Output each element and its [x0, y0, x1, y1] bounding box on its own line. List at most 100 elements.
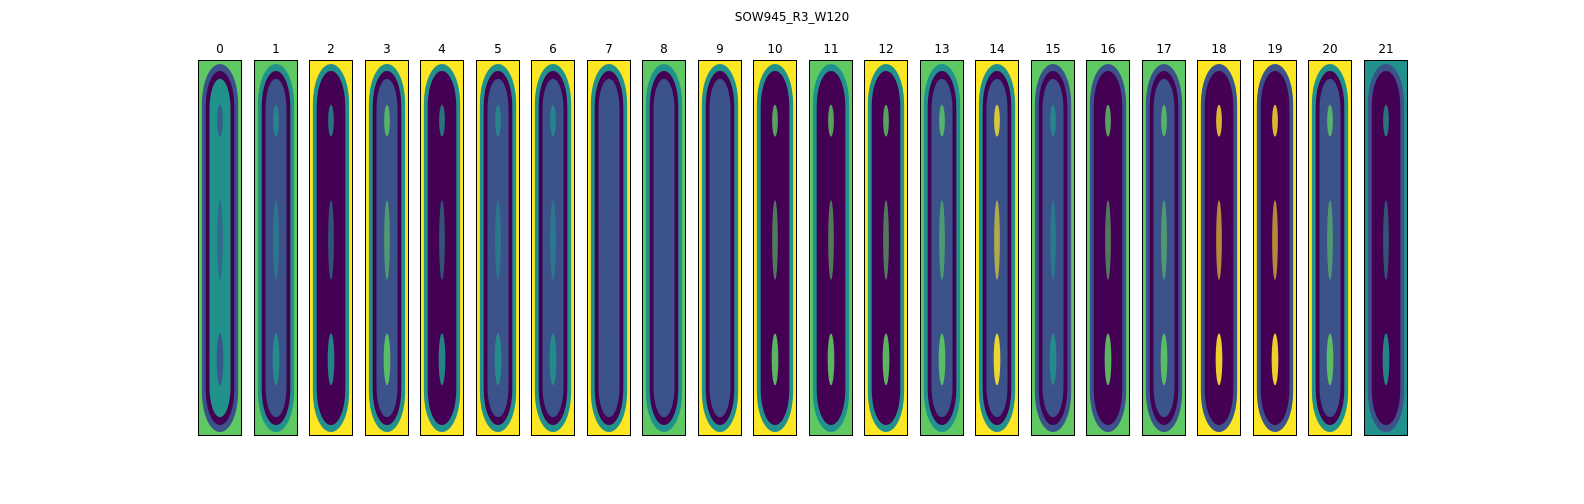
middle-streak: [772, 200, 778, 280]
lower-streak: [1160, 333, 1168, 386]
image-panel-11: 11: [809, 42, 853, 436]
lower-streak: [993, 333, 1001, 386]
image-panel-21: 21: [1364, 42, 1408, 436]
middle-streak: [273, 200, 279, 280]
panel-image: [642, 60, 686, 436]
upper-streak: [1383, 104, 1389, 137]
middle-streak: [1327, 200, 1333, 280]
upper-streak: [1161, 104, 1167, 137]
panel-image: [476, 60, 520, 436]
lower-streak: [1326, 333, 1334, 386]
cell-heatmap: [421, 61, 463, 435]
image-panel-3: 3: [365, 42, 409, 436]
panel-label: 16: [1100, 42, 1116, 56]
middle-streak: [1161, 200, 1167, 280]
panel-image: [1086, 60, 1130, 436]
middle-streak: [606, 200, 612, 280]
middle-streak: [495, 200, 501, 280]
cell-heatmap: [699, 61, 741, 435]
upper-streak: [1272, 104, 1278, 137]
middle-streak: [883, 200, 889, 280]
lower-streak: [549, 333, 557, 386]
image-panel-15: 15: [1031, 42, 1075, 436]
panel-label: 7: [605, 42, 613, 56]
panel-image: [975, 60, 1019, 436]
image-panel-16: 16: [1086, 42, 1130, 436]
panel-image: [365, 60, 409, 436]
cell-heatmap: [810, 61, 852, 435]
upper-streak: [828, 104, 834, 137]
image-panel-8: 8: [642, 42, 686, 436]
panel-image: [1308, 60, 1352, 436]
image-panel-10: 10: [753, 42, 797, 436]
upper-streak: [273, 104, 279, 137]
lower-streak: [1271, 333, 1279, 386]
middle-streak: [1216, 200, 1222, 280]
cell-heatmap: [532, 61, 574, 435]
upper-streak: [1105, 104, 1111, 137]
panel-label: 11: [823, 42, 839, 56]
image-panel-7: 7: [587, 42, 631, 436]
image-panel-13: 13: [920, 42, 964, 436]
panel-label: 9: [716, 42, 724, 56]
panel-label: 12: [878, 42, 894, 56]
panel-label: 15: [1045, 42, 1061, 56]
upper-streak: [328, 104, 334, 137]
lower-streak: [771, 333, 779, 386]
panel-label: 21: [1378, 42, 1394, 56]
figure-title: SOW945_R3_W120: [734, 10, 850, 24]
lower-streak: [494, 333, 502, 386]
panel-label: 20: [1322, 42, 1338, 56]
cell-heatmap: [865, 61, 907, 435]
panel-image: [198, 60, 242, 436]
panel-label: 6: [549, 42, 557, 56]
upper-streak: [495, 104, 501, 137]
cell-heatmap: [643, 61, 685, 435]
image-panel-20: 20: [1308, 42, 1352, 436]
middle-streak: [828, 200, 834, 280]
upper-streak: [717, 104, 723, 137]
panel-image: [698, 60, 742, 436]
image-panel-19: 19: [1253, 42, 1297, 436]
panel-image: [920, 60, 964, 436]
panel-label: 3: [383, 42, 391, 56]
upper-streak: [772, 104, 778, 137]
upper-streak: [994, 104, 1000, 137]
cell-heatmap: [1032, 61, 1074, 435]
panel-image: [254, 60, 298, 436]
panel-label: 4: [438, 42, 446, 56]
panel-image: [1253, 60, 1297, 436]
image-panel-12: 12: [864, 42, 908, 436]
image-panel-4: 4: [420, 42, 464, 436]
cell-heatmap: [921, 61, 963, 435]
cell-heatmap: [976, 61, 1018, 435]
panel-image: [864, 60, 908, 436]
cell-heatmap: [1254, 61, 1296, 435]
panel-image: [1142, 60, 1186, 436]
panel-label: 14: [989, 42, 1005, 56]
lower-streak: [1049, 333, 1057, 386]
middle-streak: [994, 200, 1000, 280]
image-panel-1: 1: [254, 42, 298, 436]
panel-label: 18: [1211, 42, 1227, 56]
upper-streak: [939, 104, 945, 137]
panel-label: 1: [272, 42, 280, 56]
middle-streak: [328, 200, 334, 280]
cell-heatmap: [199, 61, 241, 435]
middle-streak: [384, 200, 390, 280]
panel-image: [1197, 60, 1241, 436]
lower-streak: [383, 333, 391, 386]
lower-streak: [882, 333, 890, 386]
upper-streak: [661, 104, 667, 137]
panel-image: [420, 60, 464, 436]
upper-streak: [883, 104, 889, 137]
panel-image: [531, 60, 575, 436]
upper-streak: [1216, 104, 1222, 137]
cell-heatmap: [588, 61, 630, 435]
middle-streak: [550, 200, 556, 280]
lower-streak: [438, 333, 446, 386]
lower-streak: [716, 333, 724, 386]
panel-label: 0: [216, 42, 224, 56]
image-panel-5: 5: [476, 42, 520, 436]
image-panel-18: 18: [1197, 42, 1241, 436]
